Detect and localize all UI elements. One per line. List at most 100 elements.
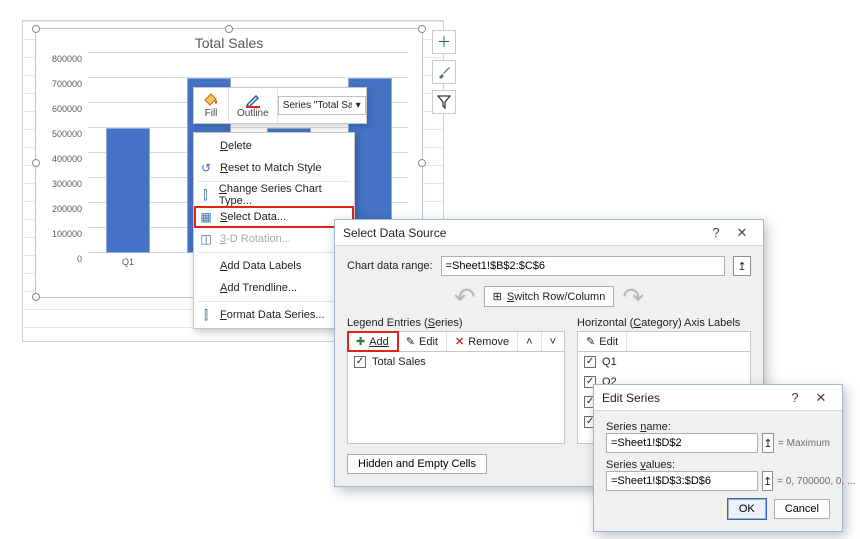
- menu-item-add-trend[interactable]: Add Trendline...: [194, 277, 354, 299]
- switch-label: Switch Row/Column: [507, 291, 605, 303]
- series-selector-combo[interactable]: Series "Total Sa ▾: [278, 96, 366, 115]
- menu-item-label: Select Data...: [220, 211, 286, 223]
- collapse-icon: ↥: [737, 260, 746, 273]
- grid-line: [88, 52, 408, 53]
- chart-filter-button[interactable]: [432, 90, 456, 114]
- grid-icon: ▦: [198, 209, 214, 225]
- cube-icon: ◫: [198, 231, 214, 247]
- add-icon: ✚: [356, 335, 365, 348]
- chart-styles-button[interactable]: [432, 60, 456, 84]
- series-selector-text: Series "Total Sa: [283, 100, 352, 111]
- category-row[interactable]: ✓ Q1: [578, 352, 750, 372]
- chart-elements-button[interactable]: ＋: [432, 30, 456, 54]
- menu-item-label: Change Series Chart Type...: [219, 183, 348, 207]
- y-tick-label: 400000: [52, 154, 82, 164]
- outline-button[interactable]: Outline: [229, 88, 277, 123]
- brush-icon: [436, 64, 452, 80]
- y-tick-label: 100000: [52, 229, 82, 239]
- mini-toolbar: Fill Outline Series "Total Sa ▾: [193, 87, 367, 124]
- resize-handle-e[interactable]: [418, 159, 426, 167]
- resize-handle-w[interactable]: [32, 159, 40, 167]
- menu-item-label: 3-D Rotation...: [220, 233, 291, 245]
- y-tick-label: 200000: [52, 204, 82, 214]
- menu-item-delete[interactable]: Delete: [194, 135, 354, 157]
- menu-item-select-data[interactable]: ▦ Select Data...: [194, 206, 354, 228]
- menu-item-format-series[interactable]: ⫿ Format Data Series...: [194, 304, 354, 326]
- close-button[interactable]: ✕: [808, 390, 834, 406]
- menu-item-3d-rotation: ◫ 3-D Rotation...: [194, 228, 354, 250]
- menu-item-reset[interactable]: ↺ Reset to Match Style: [194, 157, 354, 179]
- y-tick-label: 800000: [52, 54, 82, 64]
- resize-handle-n[interactable]: [225, 25, 233, 33]
- y-tick-label: 600000: [52, 104, 82, 114]
- edit-label: Edit: [419, 336, 438, 348]
- remove-series-button[interactable]: ✕ Remove: [447, 332, 518, 351]
- y-tick-label: 700000: [52, 79, 82, 89]
- values-range-picker[interactable]: ↥: [762, 471, 773, 491]
- arrow-left-icon: ↶: [454, 288, 476, 306]
- series-label: Total Sales: [372, 356, 426, 368]
- series-context-menu: Delete ↺ Reset to Match Style ⫿ Change Serie…: [193, 132, 355, 329]
- blank-icon: [198, 258, 214, 274]
- checkbox[interactable]: ✓: [584, 356, 596, 368]
- ok-button[interactable]: OK: [728, 499, 766, 519]
- series-values-hint: = 0, 700000, 0, ...: [777, 476, 855, 487]
- series-name-input[interactable]: [606, 433, 758, 453]
- menu-item-change-type[interactable]: ⫿ Change Series Chart Type...: [194, 184, 354, 206]
- name-range-picker[interactable]: ↥: [762, 433, 774, 453]
- chevron-up-icon: ˄: [526, 336, 532, 348]
- paint-bucket-icon: [202, 92, 220, 108]
- switch-row-column-button[interactable]: ⊞ Switch Row/Column: [484, 286, 615, 307]
- hidden-empty-cells-button[interactable]: Hidden and Empty Cells: [347, 454, 487, 474]
- blank-icon: [198, 280, 214, 296]
- move-down-button[interactable]: ˅: [542, 332, 564, 351]
- legend-entries-header: Legend Entries (Series): [347, 317, 565, 329]
- menu-item-label: Format Data Series...: [220, 309, 325, 321]
- chart-icon: ⫿: [198, 187, 213, 203]
- chart-data-range-input[interactable]: [441, 256, 725, 276]
- x-tick-label: Q1: [88, 253, 168, 277]
- fill-label: Fill: [205, 108, 218, 119]
- cancel-button[interactable]: Cancel: [774, 499, 830, 519]
- funnel-icon: [437, 95, 451, 109]
- chevron-down-icon: ▾: [356, 100, 361, 111]
- series-listbox[interactable]: ✓ Total Sales: [347, 352, 565, 444]
- checkbox[interactable]: ✓: [354, 356, 366, 368]
- category-label: Q1: [602, 356, 617, 368]
- edit-category-button[interactable]: ✎ Edit: [578, 332, 627, 351]
- switch-icon: ⊞: [493, 290, 502, 303]
- resize-handle-nw[interactable]: [32, 25, 40, 33]
- move-up-button[interactable]: ˄: [518, 332, 541, 351]
- chevron-down-icon: ˅: [550, 336, 556, 348]
- series-values-input[interactable]: [606, 471, 758, 491]
- add-series-button[interactable]: ✚ Add: [348, 332, 398, 351]
- range-picker-button[interactable]: ↥: [733, 256, 751, 276]
- menu-item-add-labels[interactable]: Add Data Labels: [194, 255, 354, 277]
- arrow-right-icon: ↷: [622, 288, 644, 306]
- menu-item-label: Reset to Match Style: [220, 162, 322, 174]
- resize-handle-sw[interactable]: [32, 293, 40, 301]
- series-name-hint: = Maximum: [778, 438, 830, 449]
- menu-item-label: Delete: [220, 140, 252, 152]
- fmt-icon: ⫿: [198, 307, 214, 323]
- close-button[interactable]: ✕: [729, 225, 755, 241]
- edit-icon: ✎: [406, 335, 415, 348]
- edit-series-dialog: Edit Series ? ✕ Series name: ↥ = Maximum…: [593, 384, 843, 532]
- collapse-icon: ↥: [763, 475, 772, 488]
- chart-bar[interactable]: [106, 128, 150, 253]
- reset-icon: ↺: [198, 160, 214, 176]
- cat-edit-label: Edit: [599, 336, 618, 348]
- dialog-title: Select Data Source: [343, 226, 446, 240]
- series-name-label: Series name:: [606, 421, 830, 433]
- y-tick-label: 300000: [52, 179, 82, 189]
- help-button[interactable]: ?: [782, 390, 808, 405]
- series-row[interactable]: ✓ Total Sales: [348, 352, 564, 372]
- pen-icon: [244, 92, 262, 108]
- resize-handle-ne[interactable]: [418, 25, 426, 33]
- edit-series-button[interactable]: ✎ Edit: [398, 332, 447, 351]
- category-toolbar-spacer: [627, 332, 750, 351]
- menu-item-label: Add Data Labels: [220, 260, 301, 272]
- y-tick-label: 500000: [52, 129, 82, 139]
- help-button[interactable]: ?: [703, 225, 729, 240]
- fill-button[interactable]: Fill: [194, 88, 228, 123]
